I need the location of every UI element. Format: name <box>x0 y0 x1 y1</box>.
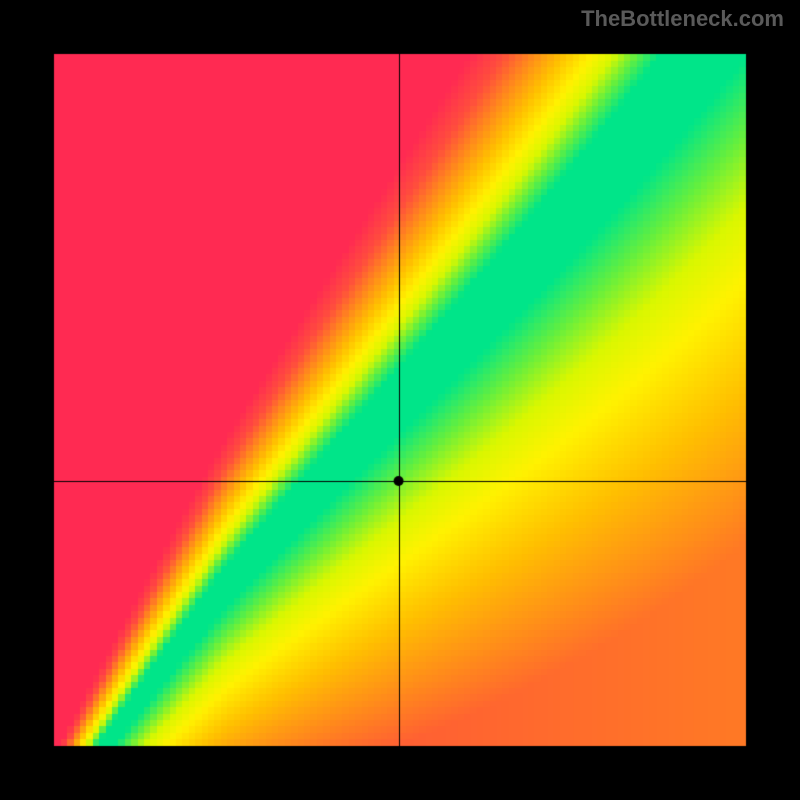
bottleneck-heatmap <box>0 0 800 800</box>
watermark-text: TheBottleneck.com <box>581 6 784 32</box>
